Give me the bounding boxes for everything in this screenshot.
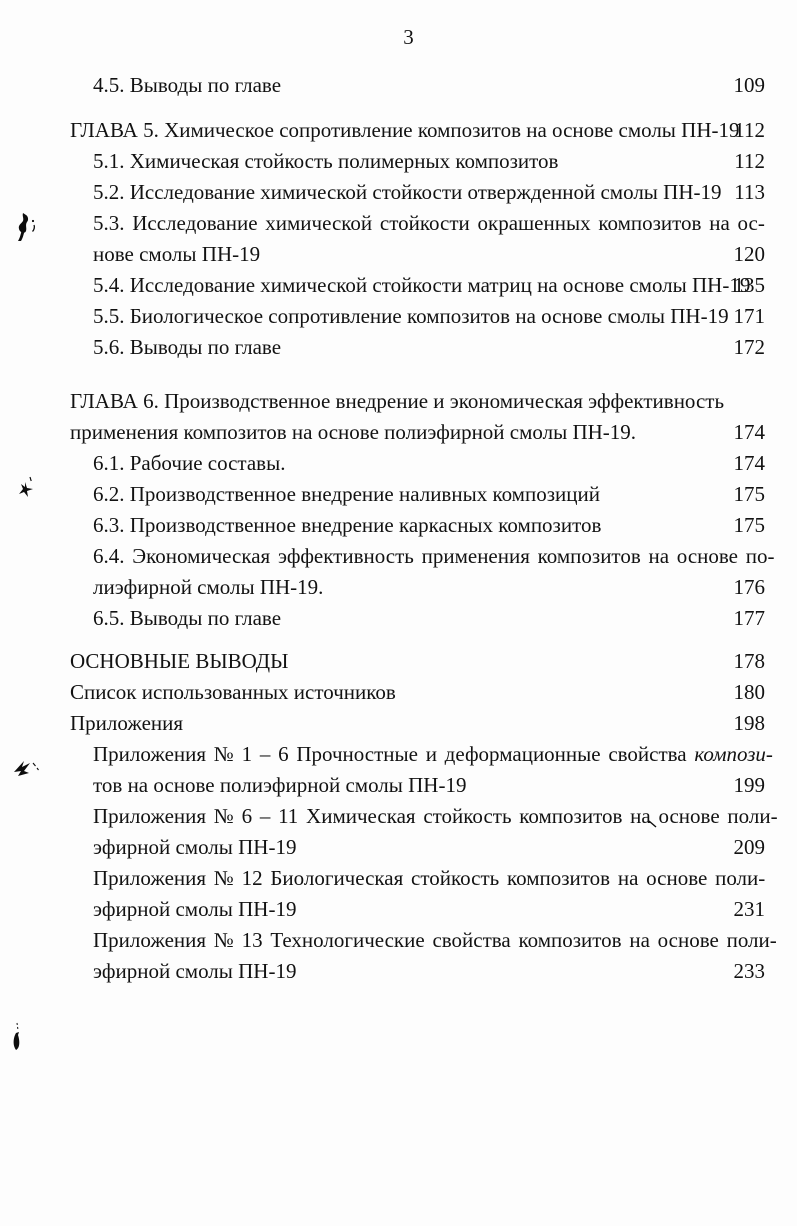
toc-page-number: 176: [733, 575, 766, 599]
toc-row: тов на основе полиэфирной смолы ПН-19 19…: [0, 770, 797, 801]
toc-entry-text: 6.2. Производственное внедрение наливных…: [93, 482, 600, 506]
toc-row: Приложения № 12 Биологическая стойкость …: [0, 863, 797, 894]
toc-entry-text: 6.5. Выводы по главе: [93, 606, 282, 630]
toc-entry-text: 5.3. Исследование химической стойкости о…: [93, 211, 765, 235]
toc-row: ГЛАВА 6. Производственное внедрение и эк…: [0, 386, 797, 417]
ink-mark-1: [13, 212, 39, 244]
toc-page-number: 171: [733, 304, 766, 328]
toc-entry-text: 5.4. Исследование химической стойкости м…: [93, 273, 751, 297]
toc-row: 6.3. Производственное внедрение каркасны…: [0, 510, 797, 541]
toc-entry-text: 6.3. Производственное внедрение каркасны…: [93, 513, 602, 537]
toc-page-number: 120: [733, 242, 766, 266]
ink-mark-5: [648, 820, 658, 830]
toc-entry-text-italic: компози-: [694, 742, 773, 766]
toc-row: Приложения 198: [0, 708, 797, 739]
toc-entry-text: нове смолы ПН-19: [93, 242, 261, 266]
toc-row: ОСНОВНЫЕ ВЫВОДЫ 178: [0, 646, 797, 677]
toc-row: 4.5. Выводы по главе 109: [0, 70, 797, 101]
toc-entry-text: 4.5. Выводы по главе: [93, 73, 282, 97]
ink-mark-2: [17, 476, 37, 502]
toc-row: эфирной смолы ПН-19 231: [0, 894, 797, 925]
toc-entry-text: 5.2. Исследование химической стойкости о…: [93, 180, 722, 204]
table-of-contents: 4.5. Выводы по главе 109 ГЛАВА 5. Химиче…: [0, 70, 797, 987]
toc-row: Список использованных источников 180: [0, 677, 797, 708]
toc-entry-text: Приложения № 12 Биологическая стойкость …: [93, 866, 766, 890]
toc-row: эфирной смолы ПН-19 233: [0, 956, 797, 987]
ink-mark-3: [13, 757, 41, 785]
toc-entry-text: 6.1. Рабочие составы.: [93, 451, 286, 475]
toc-entry-text: эфирной смолы ПН-19: [93, 959, 297, 983]
toc-row: нове смолы ПН-19 120: [0, 239, 797, 270]
toc-entry-text: Приложения № 1 – 6 Прочностные и деформа…: [93, 742, 773, 766]
toc-entry-text: Приложения № 6 – 11 Химическая стойкость…: [93, 804, 778, 828]
page-number: 3: [403, 25, 414, 49]
toc-entry-text: 5.1. Химическая стойкость полимерных ком…: [93, 149, 559, 173]
toc-page-number: 199: [733, 773, 766, 797]
toc-entry-text: Список использованных источников: [70, 680, 396, 704]
toc-row: 6.2. Производственное внедрение наливных…: [0, 479, 797, 510]
toc-row: эфирной смолы ПН-19 209: [0, 832, 797, 863]
toc-page-number: 109: [733, 73, 766, 97]
toc-row: лиэфирной смолы ПН-19. 176: [0, 572, 797, 603]
toc-entry-text: эфирной смолы ПН-19: [93, 897, 297, 921]
toc-row: 5.2. Исследование химической стойкости о…: [0, 177, 797, 208]
toc-row: 5.3. Исследование химической стойкости о…: [0, 208, 797, 239]
toc-page-number: 112: [734, 118, 765, 142]
ink-mark-4: [10, 1022, 26, 1058]
toc-page-number: 135: [733, 273, 766, 297]
toc-page-number: 174: [733, 420, 766, 444]
toc-row: Приложения № 6 – 11 Химическая стойкость…: [0, 801, 797, 832]
toc-page-number: 113: [734, 180, 765, 204]
toc-page-number: 177: [733, 606, 766, 630]
toc-entry-text: Приложения: [70, 711, 184, 735]
toc-page-number: 231: [733, 897, 766, 921]
toc-row: применения композитов на основе полиэфир…: [0, 417, 797, 448]
toc-page-number: 172: [733, 335, 766, 359]
toc-row: 6.1. Рабочие составы. 174: [0, 448, 797, 479]
toc-entry-text: Приложения № 13 Технологические свойства…: [93, 928, 777, 952]
toc-entry-text: ГЛАВА 5. Химическое сопротивление композ…: [70, 118, 740, 142]
toc-entry-text: ОСНОВНЫЕ ВЫВОДЫ: [70, 649, 289, 673]
toc-row: Приложения № 13 Технологические свойства…: [0, 925, 797, 956]
toc-entry-text: тов на основе полиэфирной смолы ПН-19: [93, 773, 467, 797]
toc-page-number: 178: [733, 649, 766, 673]
toc-page-number: 209: [733, 835, 766, 859]
toc-page-number: 180: [733, 680, 766, 704]
toc-entry-text: 5.6. Выводы по главе: [93, 335, 282, 359]
toc-entry-text: применения композитов на основе полиэфир…: [70, 420, 637, 444]
toc-row: 5.1. Химическая стойкость полимерных ком…: [0, 146, 797, 177]
toc-row: 5.4. Исследование химической стойкости м…: [0, 270, 797, 301]
toc-row: 6.4. Экономическая эффективность примене…: [0, 541, 797, 572]
toc-row: 5.6. Выводы по главе 172: [0, 332, 797, 363]
toc-page-number: 112: [734, 149, 765, 173]
toc-page-number: 233: [733, 959, 766, 983]
toc-page-number: 175: [733, 482, 766, 506]
toc-entry-text: эфирной смолы ПН-19: [93, 835, 297, 859]
toc-entry-text: 6.4. Экономическая эффективность примене…: [93, 544, 775, 568]
toc-entry-text: лиэфирной смолы ПН-19.: [93, 575, 324, 599]
toc-page-number: 175: [733, 513, 766, 537]
toc-entry-text: 5.5. Биологическое сопротивление компози…: [93, 304, 729, 328]
toc-row: ГЛАВА 5. Химическое сопротивление композ…: [0, 115, 797, 146]
toc-page-number: 174: [733, 451, 766, 475]
toc-row: 5.5. Биологическое сопротивление компози…: [0, 301, 797, 332]
toc-row: 6.5. Выводы по главе 177: [0, 603, 797, 634]
toc-row: Приложения № 1 – 6 Прочностные и деформа…: [0, 739, 797, 770]
toc-page-number: 198: [733, 711, 766, 735]
toc-entry-text: ГЛАВА 6. Производственное внедрение и эк…: [70, 389, 725, 413]
